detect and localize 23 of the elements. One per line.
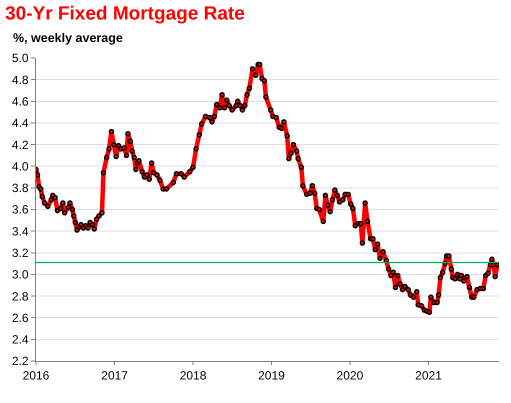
x-tick-label: 2018 <box>180 368 207 382</box>
y-tick-label: 4.4 <box>12 116 29 130</box>
chart-title: 30-Yr Fixed Mortgage Rate <box>5 3 245 24</box>
y-tick-label: 3.4 <box>12 224 29 238</box>
x-tick-label: 2020 <box>336 368 364 382</box>
x-tick-label: 2016 <box>22 368 50 382</box>
y-tick-label: 4.0 <box>12 159 29 174</box>
y-tick-label: 2.2 <box>12 354 29 368</box>
y-tick-label: 2.8 <box>12 289 29 304</box>
y-tick-label: 3.8 <box>12 181 29 196</box>
y-tick-label: 2.6 <box>12 310 29 325</box>
y-tick-label: 5.0 <box>12 51 29 66</box>
x-tick-label: 2019 <box>258 368 286 382</box>
y-tick-label: 4.2 <box>12 138 29 152</box>
x-tick-label: 2021 <box>415 368 442 382</box>
x-tick-label: 2017 <box>101 368 128 382</box>
y-tick-label: 3.2 <box>12 246 29 260</box>
y-tick-label: 3.6 <box>12 202 29 217</box>
y-tick-label: 4.6 <box>12 94 29 108</box>
y-tick-label: 3.0 <box>12 268 29 282</box>
y-tick-label: 2.4 <box>12 332 29 347</box>
y-tick-label: 4.8 <box>12 72 29 87</box>
chart-subtitle: %, weekly average <box>13 31 123 45</box>
